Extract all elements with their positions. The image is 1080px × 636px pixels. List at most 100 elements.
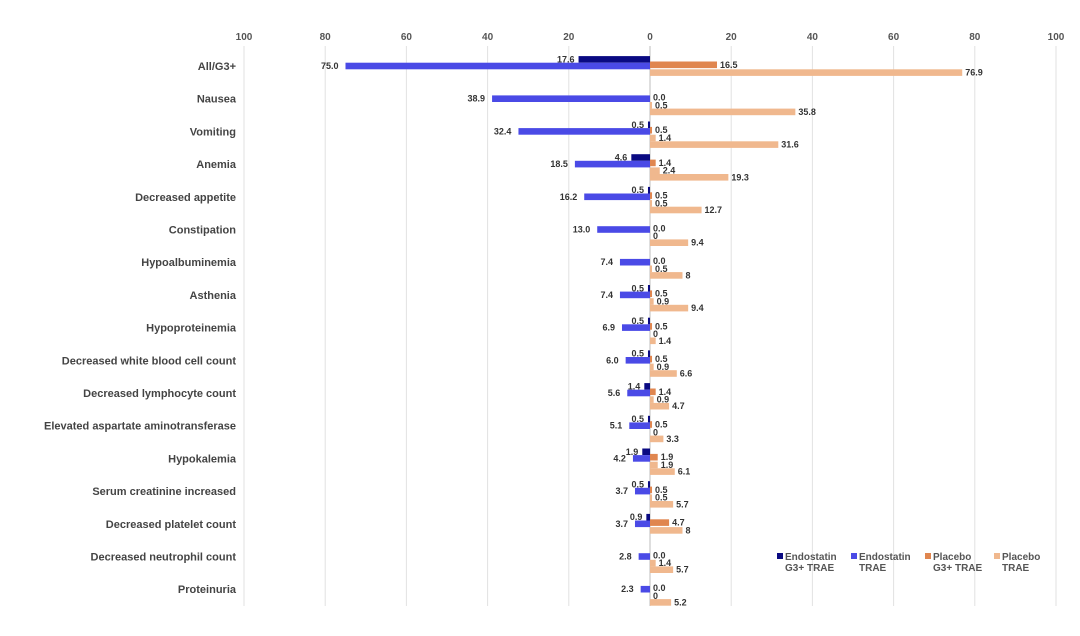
data-label: 1.4 — [628, 381, 641, 391]
category-label: Decreased lymphocyte count — [83, 388, 236, 400]
data-label: 1.9 — [626, 447, 639, 457]
category-label: Elevated aspartate aminotransferase — [44, 421, 236, 433]
data-label: 1.9 — [661, 460, 674, 470]
bar — [650, 174, 729, 181]
bar — [650, 206, 702, 214]
category-label: Serum creatinine increased — [92, 486, 236, 498]
data-label: 3.3 — [666, 434, 679, 444]
bar — [650, 402, 670, 410]
x-tick-label: 20 — [563, 32, 575, 43]
data-label: 2.8 — [619, 552, 632, 562]
legend-swatch — [994, 553, 1000, 559]
data-label: 0.5 — [655, 264, 668, 274]
data-label: 0 — [653, 231, 658, 241]
data-label: 16.5 — [720, 60, 738, 70]
bar — [574, 160, 650, 168]
bar — [650, 453, 658, 461]
data-label: 0.5 — [655, 485, 668, 495]
bar — [650, 323, 653, 330]
data-label: 2.3 — [621, 584, 634, 594]
data-label: 0.5 — [631, 480, 644, 490]
bar — [650, 363, 654, 371]
bar — [650, 559, 656, 567]
data-label: 2.4 — [663, 166, 676, 176]
bar — [650, 200, 653, 207]
bar — [650, 239, 689, 246]
bar — [619, 291, 650, 299]
data-label: 0.5 — [631, 283, 644, 293]
data-label: 0.5 — [631, 316, 644, 326]
data-label: 6.0 — [606, 355, 619, 365]
bar — [650, 461, 658, 469]
data-label: 38.9 — [468, 94, 486, 104]
data-label: 0.9 — [630, 512, 643, 522]
data-label: 0.0 — [653, 93, 666, 103]
category-label: Decreased appetite — [135, 192, 236, 204]
data-label: 0.5 — [655, 354, 668, 364]
x-tick-label: 80 — [320, 32, 332, 43]
data-label: 0.9 — [657, 297, 670, 307]
bar — [597, 226, 650, 233]
bar — [650, 304, 689, 312]
data-label: 1.4 — [659, 158, 672, 168]
bar — [650, 108, 796, 116]
bar — [619, 258, 650, 266]
bar — [631, 154, 650, 161]
category-labels: All/G3+ Nausea Vomiting Anemia Decreased app… — [44, 61, 237, 596]
legend-label: G3+ TRAE — [933, 563, 983, 574]
data-label: 12.7 — [705, 205, 723, 215]
bar — [629, 422, 650, 429]
data-label: 0.5 — [631, 185, 644, 195]
data-label: 32.4 — [494, 126, 512, 136]
legend-label: Endostatin — [785, 552, 837, 563]
data-label: 1.4 — [659, 133, 672, 143]
data-label: 18.5 — [550, 159, 568, 169]
category-label: Nausea — [197, 94, 237, 106]
data-label: 75.0 — [321, 61, 339, 71]
data-label: 0.5 — [631, 349, 644, 359]
data-label: 0.0 — [653, 223, 666, 233]
x-tick-label: 40 — [482, 32, 494, 43]
data-label: 0.5 — [655, 198, 668, 208]
x-tick-label: 40 — [807, 32, 819, 43]
bar — [650, 290, 653, 297]
bar — [640, 585, 650, 593]
data-label: 9.4 — [691, 303, 704, 313]
x-tick-label: 80 — [969, 32, 981, 43]
bar — [650, 126, 653, 134]
bar — [621, 324, 650, 331]
bar — [650, 468, 675, 475]
data-label: 7.4 — [600, 257, 613, 267]
bar — [650, 421, 653, 428]
category-label: Anemia — [196, 159, 237, 171]
bar — [647, 285, 650, 292]
data-label: 8 — [685, 270, 690, 280]
legend-swatch — [925, 553, 931, 559]
category-label: Proteinuria — [178, 584, 237, 596]
bar — [650, 527, 683, 534]
data-label: 13.0 — [573, 225, 591, 235]
legend-swatch — [777, 553, 783, 559]
data-label: 7.4 — [600, 290, 613, 300]
data-label: 0.5 — [655, 420, 668, 430]
legend-swatch — [851, 553, 857, 559]
bar — [492, 95, 650, 102]
data-label: 0.5 — [655, 100, 668, 110]
bar — [650, 388, 656, 396]
bar — [650, 265, 653, 273]
x-tick-label: 0 — [647, 32, 653, 43]
category-label: Decreased neutrophil count — [91, 552, 237, 564]
data-label: 17.6 — [557, 54, 575, 64]
x-axis-ticks: 100 80 60 40 20 0 20 40 60 80 100 — [236, 32, 1065, 43]
data-label: 31.6 — [781, 140, 799, 150]
bar — [650, 519, 670, 526]
legend-label: Endostatin — [859, 552, 911, 563]
category-label: Asthenia — [190, 290, 237, 302]
bar — [634, 520, 650, 528]
bars — [345, 56, 963, 606]
x-tick-label: 100 — [1048, 32, 1065, 43]
bar — [647, 121, 650, 129]
legend-label: TRAE — [1002, 563, 1030, 574]
